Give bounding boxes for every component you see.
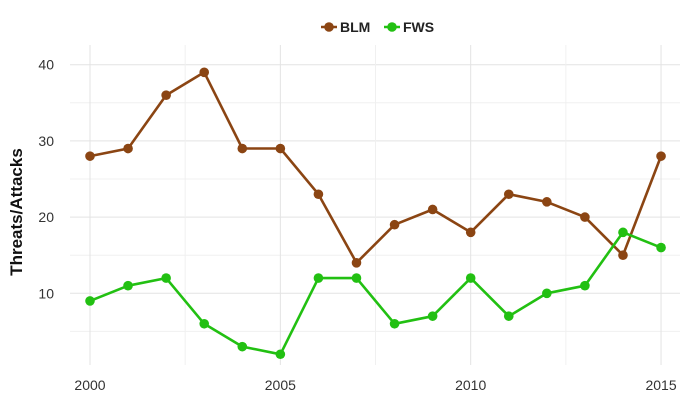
data-point-fws [503, 311, 514, 321]
series-blm [85, 67, 666, 268]
y-axis-ticks: 10 20 30 40 [38, 57, 54, 302]
data-point-blm [351, 258, 362, 268]
series-fws [85, 227, 666, 360]
y-axis-title: Threats/Attacks [7, 148, 26, 276]
data-point-fws [313, 273, 324, 283]
series-layer [85, 67, 666, 360]
data-point-fws [199, 318, 210, 329]
legend-marker-fws [387, 22, 397, 32]
legend-label-blm: BLM [340, 19, 370, 35]
data-point-fws [656, 242, 666, 253]
data-point-blm [313, 189, 324, 200]
data-point-fws [465, 273, 476, 283]
x-axis-ticks: 2000 2005 2010 2015 [74, 377, 676, 393]
x-tick-label: 2010 [455, 377, 486, 393]
data-point-blm [427, 204, 438, 215]
y-tick-label: 40 [38, 57, 54, 73]
data-point-blm [618, 250, 628, 260]
data-point-fws [275, 349, 286, 360]
legend-marker-blm [324, 22, 334, 32]
data-point-fws [618, 227, 628, 238]
legend-label-fws: FWS [403, 19, 434, 35]
data-point-blm [389, 219, 400, 230]
data-point-fws [237, 341, 248, 352]
data-point-blm [503, 189, 514, 200]
y-tick-label: 20 [38, 209, 54, 225]
data-point-fws [580, 280, 590, 291]
x-tick-label: 2015 [645, 377, 676, 393]
data-point-fws [351, 273, 362, 283]
data-point-blm [199, 67, 210, 78]
series-line-fws [89, 231, 662, 356]
series-line-blm [89, 71, 663, 265]
data-point-fws [542, 288, 552, 299]
data-point-fws [389, 318, 400, 329]
x-tick-label: 2000 [74, 377, 105, 393]
data-point-blm [580, 212, 590, 222]
data-point-blm [85, 151, 95, 161]
data-point-blm [465, 227, 476, 238]
data-point-fws [427, 311, 438, 321]
data-point-blm [275, 143, 286, 154]
y-tick-label: 10 [38, 285, 54, 301]
data-point-blm [237, 143, 248, 154]
y-tick-label: 30 [38, 133, 54, 149]
data-point-blm [542, 197, 552, 207]
grid [70, 45, 680, 365]
legend: BLM FWS [321, 19, 434, 35]
data-point-blm [656, 151, 666, 161]
data-point-fws [161, 273, 171, 283]
x-tick-label: 2005 [265, 377, 296, 393]
data-point-fws [85, 296, 95, 306]
data-point-fws [123, 280, 133, 291]
data-point-blm [161, 90, 171, 100]
data-point-blm [123, 143, 133, 154]
